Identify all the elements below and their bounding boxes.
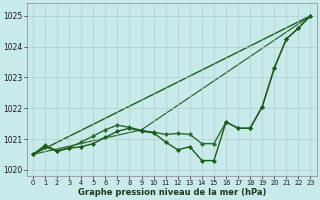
X-axis label: Graphe pression niveau de la mer (hPa): Graphe pression niveau de la mer (hPa) xyxy=(77,188,266,197)
